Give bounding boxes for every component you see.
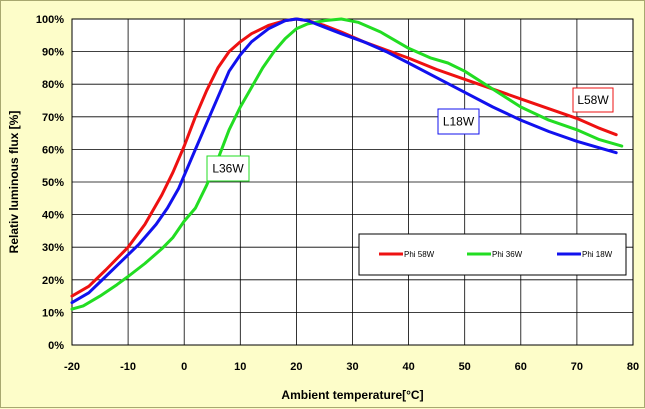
legend: Phi 58W Phi 36W Phi 18W (358, 233, 627, 276)
legend-label: Phi 36W (492, 250, 523, 259)
x-tick-label: 20 (290, 361, 302, 373)
y-tick-label: 100% (36, 14, 64, 26)
y-tick-label: 30% (42, 242, 64, 254)
x-tick-label: 50 (459, 361, 471, 373)
series-callouts: L36W L18W L58W (206, 87, 614, 182)
x-tick-label: 40 (402, 361, 414, 373)
y-tick-label: 20% (42, 275, 64, 287)
legend-box (358, 233, 627, 276)
y-axis-title: Relativ luminous flux [%] (7, 111, 21, 254)
series-line-phi-18w (70, 17, 618, 305)
legend-item-phi-36w: Phi 36W (467, 250, 523, 259)
x-tick-label: -10 (120, 361, 136, 373)
series-lines (70, 17, 624, 311)
y-tick-label: 40% (42, 210, 64, 222)
y-tick-label: 70% (42, 112, 64, 124)
x-tick-label: 80 (627, 361, 639, 373)
x-tick-label: 30 (346, 361, 358, 373)
x-tick-label: 70 (571, 361, 583, 373)
x-tick-label: 0 (181, 361, 187, 373)
callout-l18w: L18W (437, 108, 480, 135)
x-axis-title: Ambient temperature[°C] (281, 388, 423, 402)
y-tick-label: 60% (42, 144, 64, 156)
legend-label: Phi 18W (582, 250, 613, 259)
legend-label: Phi 58W (404, 250, 435, 259)
y-tick-label: 90% (42, 47, 64, 59)
callout-l36w: L36W (206, 155, 250, 182)
callout-label: L36W (212, 162, 244, 176)
callout-label: L58W (577, 93, 609, 107)
series-line-phi-36w (70, 17, 624, 311)
callout-box (572, 87, 614, 113)
y-tick-label: 0% (48, 340, 64, 352)
callout-box (437, 108, 480, 135)
y-tick-label: 80% (42, 79, 64, 91)
x-tick-label: 60 (515, 361, 527, 373)
x-tick-label: 10 (234, 361, 246, 373)
y-tick-label: 50% (42, 177, 64, 189)
gridlines (72, 19, 633, 345)
legend-item-phi-58w: Phi 58W (379, 250, 435, 259)
callout-l58w: L58W (572, 87, 614, 113)
y-tick-label: 10% (42, 307, 64, 319)
legend-item-phi-18w: Phi 18W (557, 250, 613, 259)
callout-label: L18W (443, 115, 475, 129)
callout-box (206, 155, 250, 182)
x-tick-label: -20 (64, 361, 80, 373)
tick-labels: -20 -10 0 10 20 30 40 50 60 70 80 0% 10% 20% 30% 40% 50%… (36, 14, 639, 373)
